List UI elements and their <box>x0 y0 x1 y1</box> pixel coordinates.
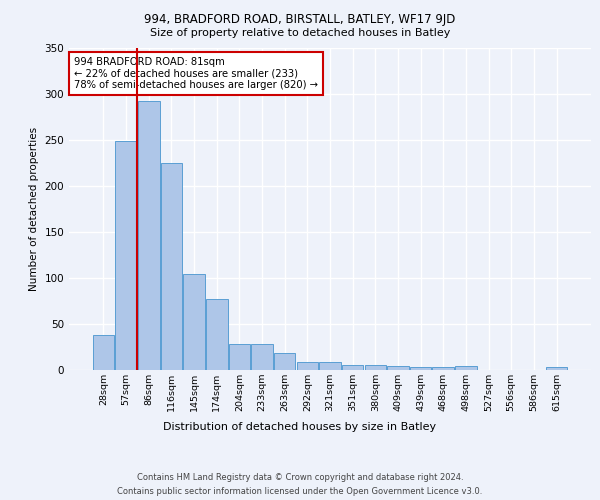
Text: 994 BRADFORD ROAD: 81sqm
← 22% of detached houses are smaller (233)
78% of semi-: 994 BRADFORD ROAD: 81sqm ← 22% of detach… <box>74 57 318 90</box>
Bar <box>93 335 114 370</box>
Bar <box>455 366 476 370</box>
Bar <box>546 367 567 370</box>
Bar <box>319 362 341 370</box>
Text: Size of property relative to detached houses in Batley: Size of property relative to detached ho… <box>150 28 450 38</box>
Bar <box>206 299 227 370</box>
Bar <box>274 354 295 370</box>
Text: 994, BRADFORD ROAD, BIRSTALL, BATLEY, WF17 9JD: 994, BRADFORD ROAD, BIRSTALL, BATLEY, WF… <box>145 12 455 26</box>
Bar <box>184 274 205 370</box>
Text: Distribution of detached houses by size in Batley: Distribution of detached houses by size … <box>163 422 437 432</box>
Bar <box>161 162 182 370</box>
Bar <box>138 101 160 370</box>
Bar <box>115 140 137 370</box>
Bar <box>433 367 454 370</box>
Bar <box>296 362 318 370</box>
Bar <box>342 366 364 370</box>
Bar <box>387 366 409 370</box>
Bar <box>365 366 386 370</box>
Text: Contains HM Land Registry data © Crown copyright and database right 2024.: Contains HM Land Registry data © Crown c… <box>137 472 463 482</box>
Text: Contains public sector information licensed under the Open Government Licence v3: Contains public sector information licen… <box>118 488 482 496</box>
Bar <box>251 344 273 370</box>
Y-axis label: Number of detached properties: Number of detached properties <box>29 126 39 291</box>
Bar <box>410 367 431 370</box>
Bar <box>229 344 250 370</box>
